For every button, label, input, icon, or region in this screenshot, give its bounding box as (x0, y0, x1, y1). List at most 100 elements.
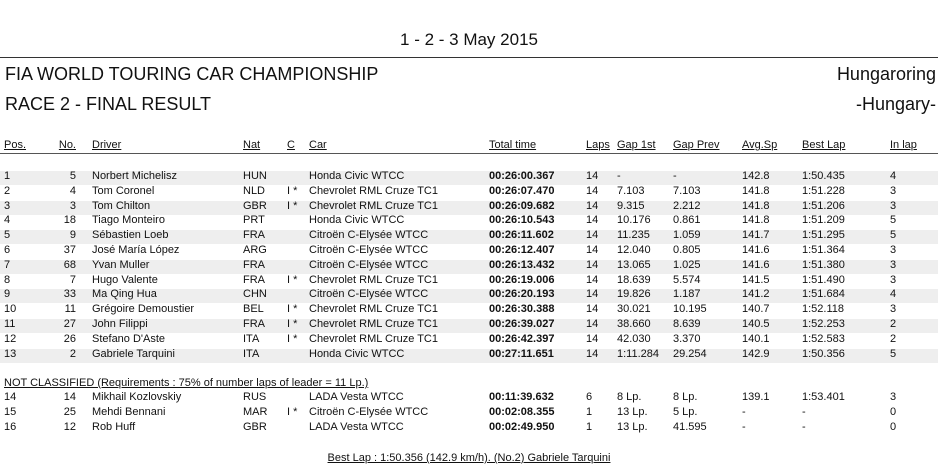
cell: 1:52.583 (802, 332, 845, 345)
cell: 0.861 (673, 214, 701, 227)
cell: 00:26:10.543 (489, 214, 555, 227)
cell: 1 (586, 420, 593, 433)
cell: 38.660 (617, 318, 651, 330)
cell: 9 (4, 288, 11, 301)
cell: 13 Lp. (617, 405, 648, 418)
cell: 9.315 (617, 199, 645, 212)
cell: Tom Coronel (92, 184, 155, 197)
cell: 141.6 (742, 244, 770, 256)
column-header: Avg.Sp (742, 139, 778, 151)
cell: 00:26:39.027 (489, 318, 555, 330)
cell: MAR (243, 405, 268, 418)
cell: I * (287, 318, 298, 330)
column-header: Pos. (4, 139, 27, 151)
cell: 19.826 (617, 288, 651, 301)
cell: NLD (243, 184, 266, 197)
cell: FRA (243, 273, 265, 286)
cell: Mehdi Bennani (92, 405, 166, 418)
cell: 14 (586, 244, 599, 256)
cell: 3 (890, 273, 897, 286)
cell: 30.021 (617, 303, 651, 316)
cell: - (802, 420, 806, 433)
cell: 00:26:12.407 (489, 244, 555, 256)
cell: 141.5 (742, 273, 770, 286)
cell: 68 (63, 258, 76, 271)
cell: 11.235 (617, 229, 650, 242)
row-band (0, 259, 938, 274)
cell: 11 (4, 318, 16, 330)
cell: 140.5 (742, 318, 770, 330)
cell: 00:26:30.388 (489, 303, 555, 316)
row-band (0, 348, 938, 363)
cell: 0 (890, 420, 897, 433)
cell: 5.574 (673, 273, 701, 286)
cell: 139.1 (742, 391, 770, 403)
cell: 00:26:19.006 (489, 273, 555, 286)
cell: 29.254 (673, 347, 707, 360)
cell: Yvan Muller (92, 258, 150, 271)
cell: Citroën C-Elysée WTCC (309, 244, 429, 256)
cell: I * (287, 184, 298, 197)
cell: 00:26:11.602 (489, 229, 554, 242)
cell: 4 (69, 184, 76, 197)
cell: PRT (243, 214, 265, 227)
cell: 4 (890, 170, 897, 182)
cell: 00:26:13.432 (489, 258, 555, 271)
cell: GBR (243, 420, 267, 433)
rule (0, 57, 938, 58)
cell: 1:51.295 (802, 229, 845, 242)
cell: 1.025 (673, 258, 701, 271)
cell: 00:02:08.355 (489, 405, 555, 418)
column-header: C (287, 139, 295, 151)
date: 1 - 2 - 3 May 2015 (400, 30, 538, 49)
cell: BEL (243, 303, 264, 316)
cell: 14 (586, 199, 599, 212)
cell: Honda Civic WTCC (309, 347, 405, 360)
cell: 1:51.490 (802, 273, 845, 286)
cell: 1:51.364 (802, 244, 845, 256)
cell: 0 (890, 405, 897, 418)
cell: 10 (4, 303, 17, 316)
cell: 1:52.118 (802, 303, 845, 316)
cell: 14 (586, 288, 599, 301)
cell: Honda Civic WTCC (309, 214, 405, 227)
cell: LADA Vesta WTCC (309, 391, 404, 403)
cell: 13 (4, 347, 17, 360)
cell: FRA (243, 258, 265, 271)
best-lap: Best Lap : 1:50.356 (142.9 km/h). (No.2)… (327, 452, 611, 464)
row-band (0, 230, 938, 245)
cell: 5 (4, 229, 11, 242)
cell: 00:26:07.470 (489, 184, 555, 197)
cell: 6 (4, 244, 11, 256)
cell: Chevrolet RML Cruze TC1 (309, 199, 438, 212)
cell: - (673, 170, 677, 182)
cell: 14 (586, 332, 599, 345)
row-band (0, 319, 938, 333)
row-band (0, 289, 938, 304)
cell: 14 (63, 391, 76, 403)
cell: 12 (63, 420, 76, 433)
cell: Norbert Michelisz (92, 170, 177, 182)
cell: 10.195 (673, 303, 707, 316)
cell: Tom Chilton (92, 199, 151, 212)
cell: I * (287, 273, 298, 286)
cell: 1:51.684 (802, 288, 845, 301)
cell: 7 (69, 273, 76, 286)
cell: Chevrolet RML Cruze TC1 (309, 318, 438, 330)
cell: 14 (586, 318, 599, 330)
cell: 8 Lp. (617, 391, 642, 403)
championship: FIA WORLD TOURING CAR CHAMPIONSHIP (5, 64, 379, 84)
cell: 2 (4, 184, 11, 197)
cell: 00:26:20.193 (489, 288, 555, 301)
cell: 3 (4, 199, 11, 212)
cell: 3 (69, 199, 76, 212)
cell: 00:02:49.950 (489, 420, 555, 433)
cell: - (742, 405, 746, 418)
cell: 41.595 (673, 420, 707, 433)
circuit: Hungaroring (836, 64, 936, 84)
cell: 1 (586, 405, 593, 418)
cell: I * (287, 332, 298, 345)
cell: 1:51.209 (802, 214, 845, 227)
cell: 1:53.401 (802, 391, 845, 403)
cell: I * (287, 199, 298, 212)
